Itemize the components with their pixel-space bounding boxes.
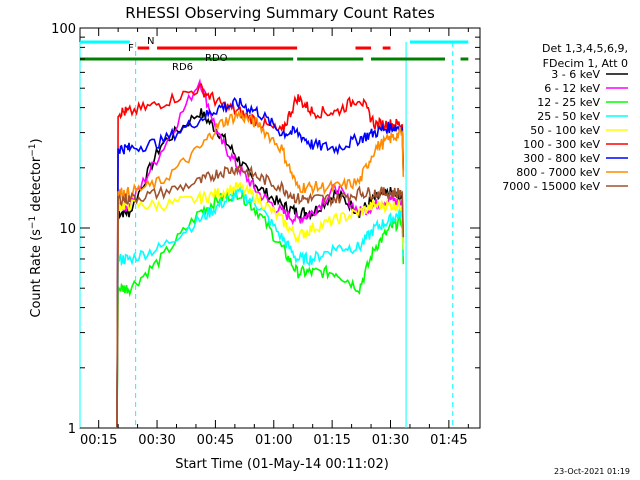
- y-axis-label: Count Rate (s−1 detector−1): [28, 138, 44, 317]
- annotation-rdo: RDO: [205, 53, 228, 64]
- legend-entry-label: 800 - 7000 keV: [516, 166, 600, 179]
- footer-timestamp: 23-Oct-2021 01:19: [554, 467, 630, 476]
- x-tick-label: 01:45: [430, 433, 467, 448]
- series-line: [116, 185, 405, 429]
- x-axis-label: Start Time (01-May-14 00:11:02): [175, 457, 389, 472]
- series-line: [116, 164, 405, 429]
- event-lines: [79, 42, 454, 428]
- series-line: [116, 108, 405, 429]
- flag-bars: N F RD6 RDO: [80, 36, 469, 73]
- y-tick-label: 1: [68, 422, 76, 437]
- series-line: [116, 181, 405, 429]
- series-line: [116, 188, 405, 429]
- series-lines: [116, 78, 405, 429]
- plot-border: [79, 27, 481, 429]
- annotation-n: N: [147, 36, 154, 47]
- x-tick-label: 01:15: [313, 433, 350, 448]
- chart-title: RHESSI Observing Summary Count Rates: [125, 4, 435, 22]
- x-tick-label: 00:15: [80, 433, 117, 448]
- series-line: [116, 109, 405, 429]
- legend-entry-label: 12 - 25 keV: [537, 96, 600, 109]
- legend-entry-label: 50 - 100 keV: [530, 124, 600, 137]
- annotation-rd6: RD6: [172, 62, 193, 73]
- plot-frame: [79, 27, 481, 429]
- legend-entry-label: 6 - 12 keV: [544, 82, 600, 95]
- legend-header: Det 1,3,4,5,6,9,: [542, 42, 628, 55]
- legend-entry-label: 100 - 300 keV: [523, 138, 600, 151]
- series-line: [116, 83, 405, 429]
- annotation-f: F: [128, 43, 134, 54]
- axes: 00:15 00:30 00:45 01:00 01:15 01:30 01:45 1 10 10…: [51, 22, 480, 448]
- legend-entry-label: 7000 - 15000 keV: [502, 180, 600, 193]
- x-tick-label: 01:30: [372, 433, 409, 448]
- legend-entry-label: 25 - 50 keV: [537, 110, 600, 123]
- series-line: [116, 96, 405, 429]
- x-tick-label: 00:45: [197, 433, 234, 448]
- legend-entry-label: 3 - 6 keV: [551, 68, 600, 81]
- y-tick-label: 100: [51, 22, 76, 37]
- legend-header: FDecim 1, Att 0: [543, 57, 628, 70]
- series-line: [116, 78, 405, 429]
- x-tick-label: 00:30: [138, 433, 175, 448]
- x-tick-label: 01:00: [255, 433, 292, 448]
- legend: Det 1,3,4,5,6,9, FDecim 1, Att 03 - 6 keV…: [502, 42, 628, 193]
- y-tick-label: 10: [59, 222, 76, 237]
- legend-entry-label: 300 - 800 keV: [523, 152, 600, 165]
